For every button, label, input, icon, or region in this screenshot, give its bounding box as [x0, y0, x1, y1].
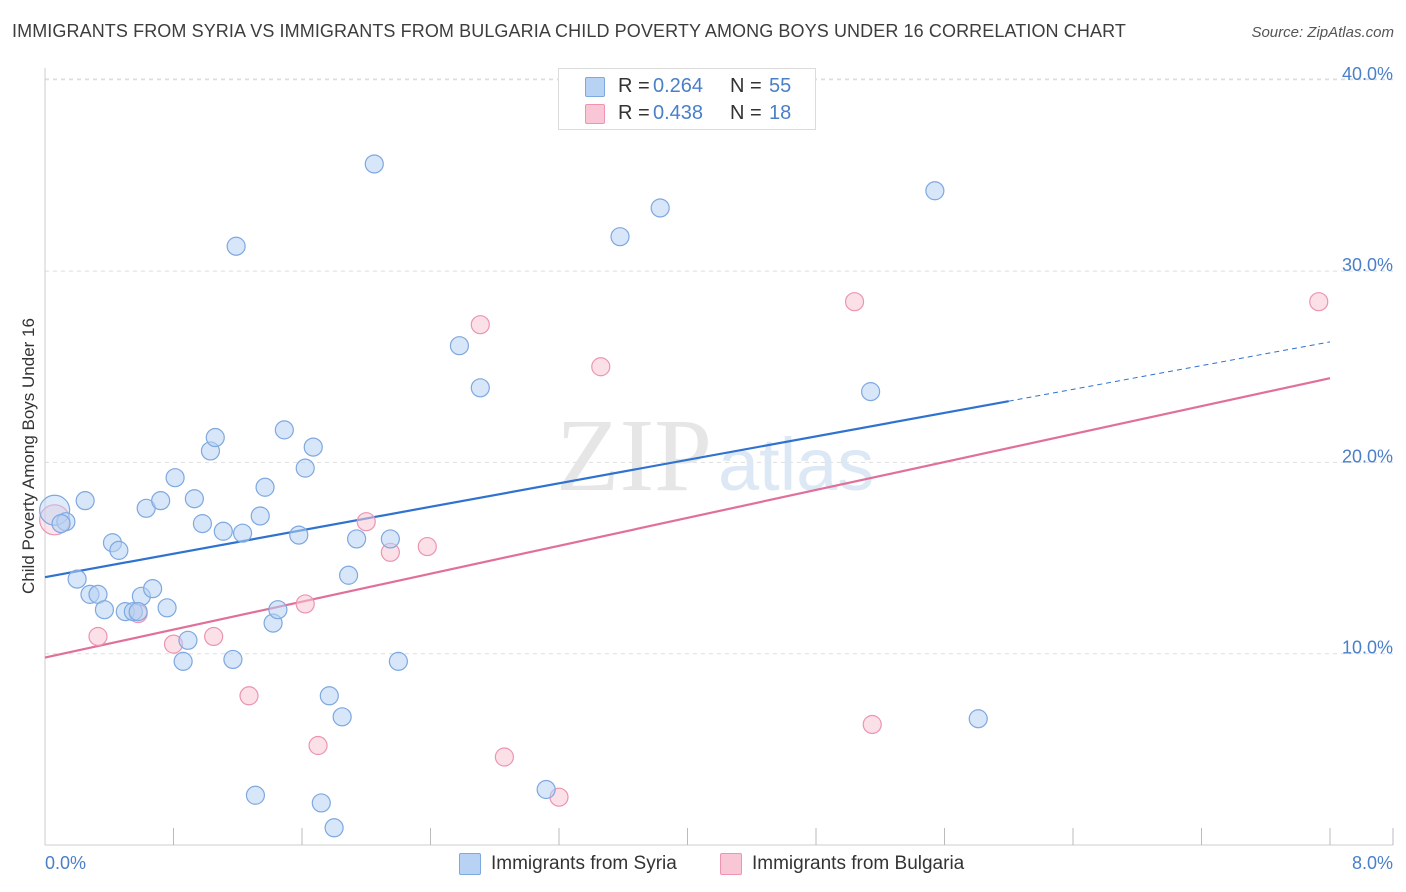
trendline-syria-extension [1008, 341, 1331, 402]
watermark: ZIP atlas [556, 398, 874, 513]
chart-source: Source: ZipAtlas.com [1251, 24, 1394, 41]
point-syria [925, 181, 945, 201]
series-legend-label-syria: Immigrants from Syria [491, 853, 677, 874]
point-syria [250, 506, 270, 526]
point-syria [338, 565, 359, 585]
point-syria [173, 651, 193, 671]
x-tick-label: 0.0% [45, 853, 86, 873]
series-legend: Immigrants from Syria Immigrants from Bu… [0, 852, 1406, 878]
legend-swatch-bulgaria [585, 104, 605, 124]
point-syria [192, 514, 213, 534]
point-bulgaria [204, 626, 224, 647]
point-syria [165, 468, 185, 488]
y-tick-label: 20.0% [1342, 446, 1393, 466]
trendline-syria [44, 400, 1009, 579]
point-syria [449, 336, 470, 356]
point-syria [205, 427, 225, 448]
legend-r-label: R = [618, 75, 650, 97]
point-syria [324, 818, 344, 838]
watermark-zip: ZIP [556, 398, 712, 513]
legend-n-value: 55 [769, 75, 792, 97]
points-layer [39, 154, 1329, 838]
point-syria [255, 477, 275, 497]
point-bulgaria [591, 357, 611, 377]
point-syria [274, 420, 294, 440]
point-bulgaria [862, 714, 882, 735]
point-syria [268, 600, 288, 620]
point-syria [332, 707, 352, 727]
trend-layer [44, 341, 1331, 659]
point-syria [184, 489, 204, 509]
axis-layer: 10.0% 20.0% 30.0% 40.0% 0.0% 8.0% [44, 64, 1394, 873]
point-syria [295, 458, 315, 478]
point-bulgaria [470, 315, 490, 335]
point-syria [143, 579, 163, 599]
trendline-bulgaria [44, 377, 1331, 659]
y-tick-label: 30.0% [1342, 255, 1393, 275]
point-syria [470, 378, 490, 398]
point-syria [650, 198, 670, 218]
point-bulgaria [88, 626, 108, 647]
point-syria [536, 779, 556, 800]
point-syria [245, 785, 266, 805]
point-syria [226, 236, 246, 256]
point-syria [289, 525, 309, 545]
point-syria [303, 437, 323, 457]
point-syria [128, 602, 148, 622]
y-axis-title: Child Poverty Among Boys Under 16 [19, 318, 38, 594]
point-syria [861, 382, 881, 402]
x-tick-label: 8.0% [1352, 853, 1393, 873]
series-legend-swatch-syria [459, 853, 481, 875]
point-syria [968, 709, 988, 729]
series-legend-swatch-bulgaria [720, 853, 742, 875]
watermark-atlas: atlas [718, 423, 874, 506]
point-syria [223, 649, 243, 670]
point-syria [347, 529, 367, 549]
point-syria [319, 686, 339, 706]
point-syria [610, 227, 630, 247]
point-syria [380, 529, 400, 549]
legend-n-label: N = [730, 102, 762, 124]
legend-n-label: N = [730, 75, 762, 97]
point-bulgaria [1309, 292, 1329, 312]
legend-r-value: 0.438 [653, 102, 704, 124]
point-syria [232, 523, 253, 543]
point-syria [157, 598, 177, 618]
point-bulgaria [308, 735, 328, 756]
grid-layer [45, 78, 1393, 655]
point-syria [109, 540, 129, 560]
point-syria [178, 630, 198, 650]
point-syria [67, 569, 87, 589]
point-syria [388, 651, 408, 671]
point-syria [364, 154, 384, 174]
point-syria [94, 600, 115, 620]
point-bulgaria [295, 594, 315, 614]
stats-legend: R = 0.264 N = 55 R = 0.438 N = 18 [558, 68, 816, 130]
point-syria [151, 491, 171, 511]
point-bulgaria [356, 512, 376, 532]
point-bulgaria [239, 686, 259, 706]
series-legend-label-bulgaria: Immigrants from Bulgaria [752, 853, 965, 874]
y-tick-label: 10.0% [1342, 638, 1393, 658]
legend-r-value: 0.264 [653, 75, 704, 97]
point-syria [75, 491, 95, 511]
chart-title: IMMIGRANTS FROM SYRIA VS IMMIGRANTS FROM… [12, 21, 1126, 41]
legend-swatch-syria [585, 77, 605, 97]
legend-n-value: 18 [769, 102, 792, 124]
point-syria [51, 514, 71, 534]
legend-r-label: R = [618, 102, 650, 124]
point-syria [311, 793, 331, 813]
point-bulgaria [417, 536, 437, 557]
point-bulgaria [494, 747, 514, 767]
y-tick-label: 40.0% [1342, 64, 1393, 84]
point-bulgaria [844, 292, 865, 312]
point-syria [213, 521, 233, 541]
